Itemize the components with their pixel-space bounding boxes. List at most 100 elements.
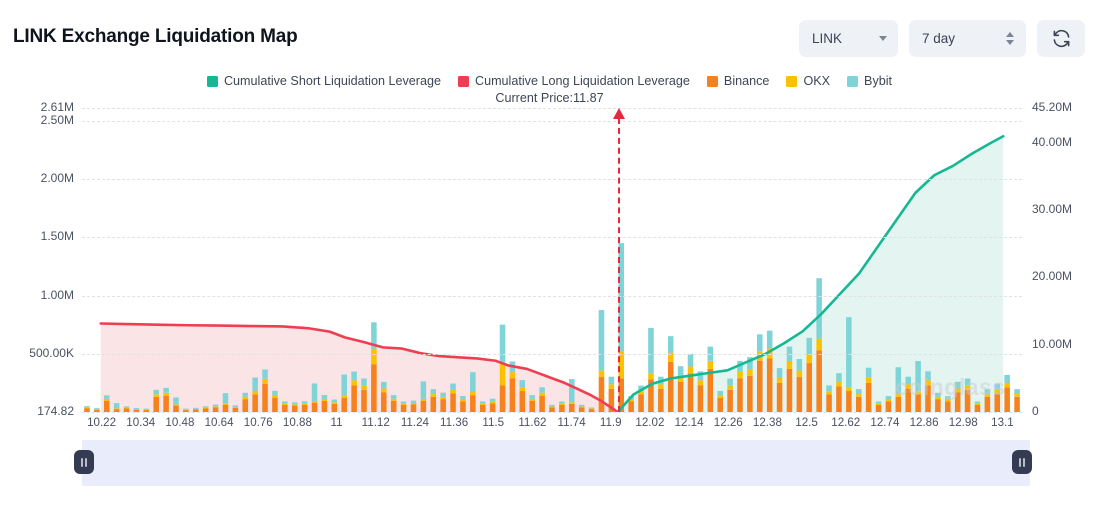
bar-segment-okx[interactable] bbox=[569, 402, 575, 404]
bar-segment-binance[interactable] bbox=[648, 379, 654, 412]
bar-segment-okx[interactable] bbox=[301, 403, 308, 406]
bar-segment-bybit[interactable] bbox=[747, 357, 753, 370]
bar-segment-binance[interactable] bbox=[826, 394, 832, 412]
bar-segment-bybit[interactable] bbox=[381, 381, 387, 389]
bar-segment-okx[interactable] bbox=[489, 401, 496, 404]
bar-segment-bybit[interactable] bbox=[193, 407, 199, 409]
bar-segment-okx[interactable] bbox=[440, 396, 446, 400]
bar-segment-bybit[interactable] bbox=[667, 336, 674, 353]
bar-segment-binance[interactable] bbox=[479, 405, 486, 412]
bar-segment-binance[interactable] bbox=[509, 378, 516, 412]
bar-segment-bybit[interactable] bbox=[430, 389, 437, 395]
bar-segment-binance[interactable] bbox=[470, 395, 476, 412]
bar-segment-binance[interactable] bbox=[776, 382, 783, 412]
legend-item-bybit[interactable]: Bybit bbox=[847, 74, 892, 88]
bar-segment-binance[interactable] bbox=[549, 407, 555, 412]
bar-segment-okx[interactable] bbox=[1004, 382, 1010, 388]
bar-segment-bybit[interactable] bbox=[707, 346, 714, 361]
bar-segment-okx[interactable] bbox=[648, 373, 654, 380]
bar-segment-binance[interactable] bbox=[113, 409, 120, 412]
bar-segment-okx[interactable] bbox=[885, 399, 892, 402]
bar-segment-binance[interactable] bbox=[697, 385, 704, 412]
bar-segment-binance[interactable] bbox=[875, 405, 882, 412]
bar-segment-bybit[interactable] bbox=[974, 401, 981, 404]
bar-segment-okx[interactable] bbox=[103, 398, 110, 401]
bar-segment-bybit[interactable] bbox=[757, 334, 763, 352]
bar-segment-okx[interactable] bbox=[925, 380, 931, 386]
bar-segment-okx[interactable] bbox=[905, 384, 911, 389]
bar-segment-okx[interactable] bbox=[400, 403, 407, 406]
bar-segment-bybit[interactable] bbox=[598, 310, 605, 371]
bar-segment-binance[interactable] bbox=[262, 384, 268, 412]
bar-segment-binance[interactable] bbox=[727, 389, 733, 412]
bar-segment-okx[interactable] bbox=[123, 407, 130, 409]
bar-segment-bybit[interactable] bbox=[618, 243, 625, 352]
bar-segment-bybit[interactable] bbox=[400, 401, 407, 404]
bar-segment-binance[interactable] bbox=[173, 405, 179, 412]
bar-segment-okx[interactable] bbox=[766, 348, 773, 359]
bar-segment-bybit[interactable] bbox=[450, 383, 456, 390]
bar-segment-binance[interactable] bbox=[252, 394, 258, 412]
bar-segment-okx[interactable] bbox=[361, 385, 367, 390]
bar-segment-binance[interactable] bbox=[420, 400, 427, 412]
bar-segment-bybit[interactable] bbox=[608, 376, 615, 385]
bar-segment-okx[interactable] bbox=[667, 352, 674, 362]
bar-segment-binance[interactable] bbox=[796, 377, 803, 412]
bar-segment-bybit[interactable] bbox=[1014, 389, 1020, 395]
bar-segment-binance[interactable] bbox=[984, 396, 991, 412]
bar-segment-okx[interactable] bbox=[796, 370, 803, 378]
bar-segment-bybit[interactable] bbox=[529, 395, 535, 399]
bar-segment-binance[interactable] bbox=[974, 405, 981, 412]
bar-segment-binance[interactable] bbox=[153, 396, 159, 412]
bar-segment-binance[interactable] bbox=[905, 388, 911, 412]
bar-segment-bybit[interactable] bbox=[519, 380, 526, 388]
bar-segment-binance[interactable] bbox=[994, 393, 1001, 412]
bar-segment-binance[interactable] bbox=[846, 391, 852, 412]
bar-segment-bybit[interactable] bbox=[885, 396, 892, 400]
bar-segment-binance[interactable] bbox=[163, 395, 169, 412]
bar-segment-okx[interactable] bbox=[133, 409, 140, 410]
bar-segment-okx[interactable] bbox=[727, 385, 733, 390]
bar-segment-binance[interactable] bbox=[667, 361, 674, 412]
bar-segment-binance[interactable] bbox=[707, 368, 714, 412]
bar-segment-binance[interactable] bbox=[361, 389, 367, 412]
bar-segment-binance[interactable] bbox=[895, 396, 902, 412]
bar-segment-bybit[interactable] bbox=[935, 392, 941, 397]
bar-segment-bybit[interactable] bbox=[954, 381, 961, 389]
bar-segment-bybit[interactable] bbox=[588, 407, 595, 409]
bar-segment-okx[interactable] bbox=[94, 409, 100, 410]
bar-segment-okx[interactable] bbox=[450, 389, 456, 394]
bar-segment-bybit[interactable] bbox=[836, 373, 842, 382]
bar-segment-binance[interactable] bbox=[242, 399, 249, 412]
bar-segment-okx[interactable] bbox=[410, 403, 417, 405]
bar-segment-bybit[interactable] bbox=[549, 404, 555, 407]
bar-segment-okx[interactable] bbox=[84, 407, 90, 409]
bar-segment-okx[interactable] bbox=[371, 349, 377, 365]
bar-segment-bybit[interactable] bbox=[766, 330, 773, 349]
bar-segment-binance[interactable] bbox=[183, 409, 189, 412]
bar-segment-okx[interactable] bbox=[272, 395, 278, 399]
bar-segment-bybit[interactable] bbox=[925, 371, 931, 381]
bar-segment-bybit[interactable] bbox=[341, 374, 347, 396]
bar-segment-bybit[interactable] bbox=[994, 383, 1001, 390]
bar-segment-binance[interactable] bbox=[94, 409, 100, 412]
bar-segment-okx[interactable] bbox=[915, 391, 921, 395]
bar-segment-binance[interactable] bbox=[371, 364, 377, 412]
bar-segment-bybit[interactable] bbox=[687, 353, 694, 367]
bar-segment-okx[interactable] bbox=[193, 408, 199, 410]
bar-segment-okx[interactable] bbox=[163, 392, 169, 396]
bar-segment-binance[interactable] bbox=[529, 400, 535, 412]
bar-segment-okx[interactable] bbox=[222, 403, 229, 406]
bar-segment-okx[interactable] bbox=[954, 388, 961, 393]
bar-segment-bybit[interactable] bbox=[133, 408, 140, 410]
bar-segment-bybit[interactable] bbox=[311, 383, 318, 401]
range-slider-track[interactable] bbox=[82, 440, 1030, 486]
bar-segment-binance[interactable] bbox=[143, 409, 150, 412]
stepper-down-icon[interactable] bbox=[1006, 40, 1014, 45]
bar-segment-okx[interactable] bbox=[935, 396, 941, 400]
bar-segment-okx[interactable] bbox=[519, 387, 526, 392]
bar-segment-okx[interactable] bbox=[1014, 394, 1020, 397]
bar-segment-okx[interactable] bbox=[945, 399, 951, 402]
bar-segment-okx[interactable] bbox=[776, 377, 783, 383]
bar-segment-binance[interactable] bbox=[539, 395, 545, 412]
